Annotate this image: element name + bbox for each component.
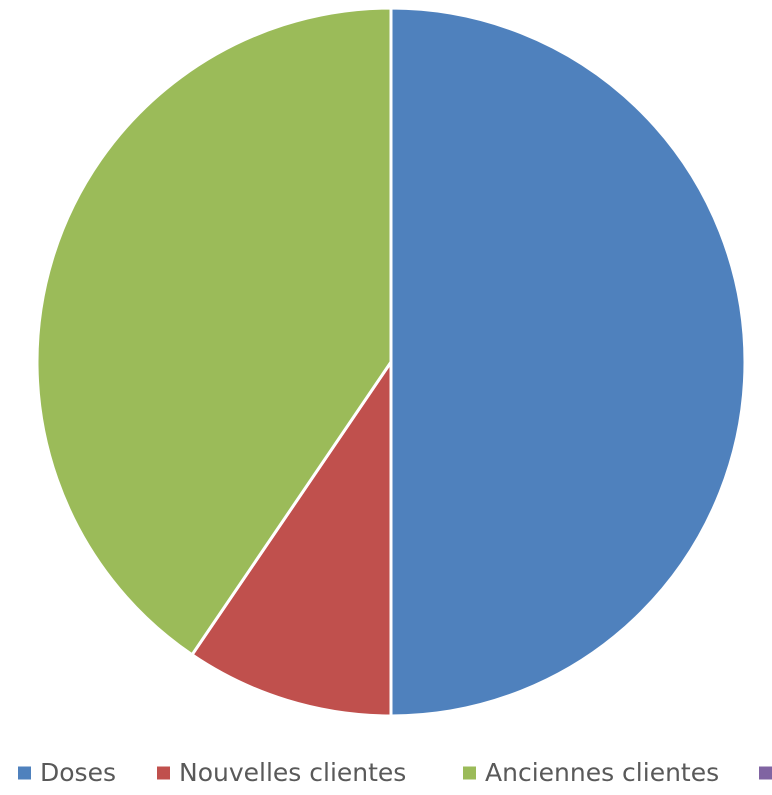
- legend-swatch-3: [759, 766, 772, 780]
- legend: Doses Nouvelles clientes Anciennes cliente…: [18, 758, 772, 787]
- legend-label-0: Doses: [40, 758, 116, 787]
- pie-slice-1: [190, 360, 393, 718]
- legend-label-1: Nouvelles clientes: [179, 758, 406, 787]
- legend-swatch-0: [18, 766, 31, 780]
- legend-label-2: Anciennes clientes: [485, 758, 719, 787]
- pie-slice-0: [389, 6, 747, 718]
- pie-slices: [35, 6, 747, 718]
- legend-swatch-1: [157, 766, 170, 780]
- legend-swatch-2: [463, 766, 476, 780]
- pie-slice-2: [35, 6, 393, 657]
